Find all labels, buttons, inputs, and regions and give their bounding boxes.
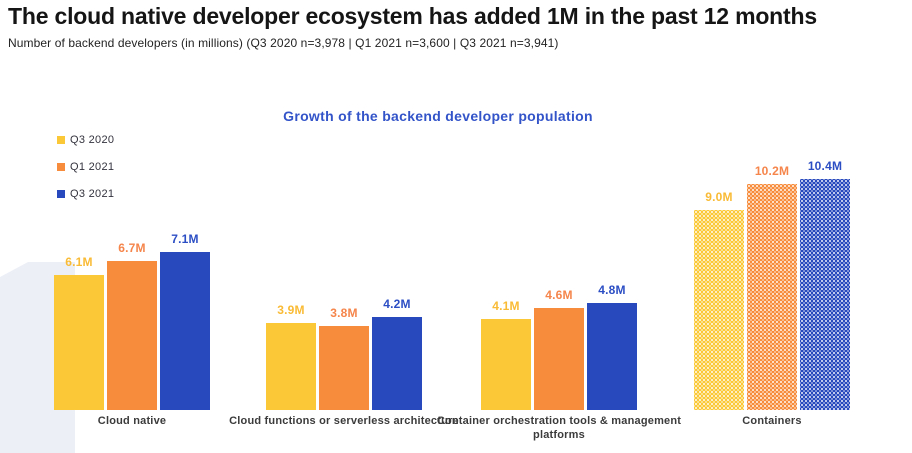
bar-group-3: 4.1M 4.6M 4.8M [481,283,637,410]
bar-column: 7.1M [160,232,210,410]
bar-column: 4.8M [587,283,637,410]
header: The cloud native developer ecosystem has… [8,2,904,50]
category-label: Cloud native [97,415,167,427]
bar-q1-2021 [319,326,369,410]
chart-title: Growth of the backend developer populati… [283,108,593,124]
page-title: The cloud native developer ecosystem has… [8,3,817,29]
legend-swatch-icon [57,162,65,171]
bar-column: 3.9M [266,303,316,410]
bar-value-label: 4.1M [492,299,520,313]
page-subtitle: Number of backend developers (in million… [8,35,559,50]
bar-q1-2021 [107,261,157,410]
bar-value-label: 10.2M [754,164,790,178]
legend-label: Q1 2021 [70,160,115,173]
bar-column: 6.7M [107,241,157,410]
bar-group-1: 6.1M 6.7M 7.1M [54,232,210,410]
bar-q1-2021 [747,184,797,410]
bar-group-2: 3.9M 3.8M 4.2M [266,297,422,410]
bar-value-label: 6.1M [65,255,93,269]
bar-q3-2020 [54,275,104,410]
bar-value-label: 7.1M [171,232,199,246]
bar-column: 10.4M [800,159,850,410]
bar-column: 3.8M [319,306,369,410]
legend-item-q3-2020: Q3 2020 [57,133,114,146]
bar-q3-2020 [481,319,531,410]
bar-column: 10.2M [747,164,797,410]
bar-value-label: 4.6M [545,288,573,302]
bar-value-label: 3.9M [277,303,305,317]
legend-item-q1-2021: Q1 2021 [57,160,114,173]
bar-group-4: 9.0M 10.2M 10.4M [694,159,850,410]
bar-column: 4.6M [534,288,584,410]
category-label: Container orchestration tools & manageme… [436,415,682,442]
bar-q3-2021 [800,179,850,410]
bar-value-label: 3.8M [330,306,358,320]
category-label: Containers [742,415,802,427]
bar-column: 6.1M [54,255,104,410]
legend-label: Q3 2020 [70,133,115,146]
bar-q3-2021 [587,303,637,410]
legend-item-q3-2021: Q3 2021 [57,187,114,200]
bar-value-label: 4.2M [383,297,411,311]
bar-value-label: 6.7M [118,241,146,255]
legend-swatch-icon [57,189,65,198]
bar-value-label: 4.8M [598,283,626,297]
bar-value-label: 10.4M [807,159,843,173]
legend: Q3 2020 Q1 2021 Q3 2021 [57,133,114,214]
bar-value-label: 9.0M [705,190,733,204]
bar-column: 4.2M [372,297,422,410]
bar-column: 9.0M [694,190,744,410]
bar-q3-2020 [694,210,744,410]
bar-q3-2021 [372,317,422,410]
bar-q1-2021 [534,308,584,410]
legend-swatch-icon [57,135,65,144]
category-label: Cloud functions or serverless architectu… [229,415,459,427]
bar-q3-2021 [160,252,210,410]
bar-q3-2020 [266,323,316,410]
legend-label: Q3 2021 [70,187,115,200]
bar-column: 4.1M [481,299,531,410]
